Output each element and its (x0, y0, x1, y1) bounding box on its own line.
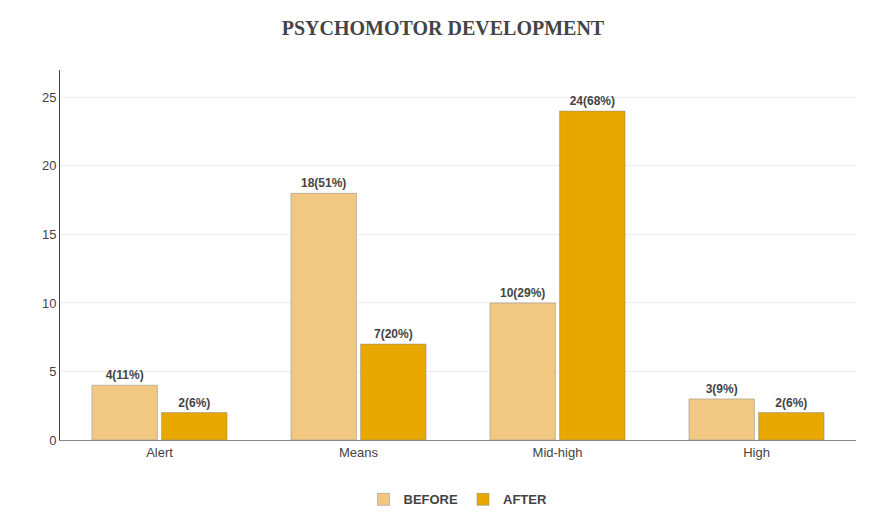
svg-text:24(68%): 24(68%) (570, 94, 615, 108)
svg-text:20: 20 (42, 158, 56, 173)
svg-text:Alert: Alert (146, 445, 173, 460)
svg-text:3(9%): 3(9%) (706, 382, 738, 396)
svg-text:2(6%): 2(6%) (775, 396, 807, 410)
svg-text:7(20%): 7(20%) (374, 327, 413, 341)
svg-text:4(11%): 4(11%) (106, 368, 144, 382)
svg-text:2(6%): 2(6%) (178, 396, 210, 410)
svg-text:Means: Means (339, 445, 379, 460)
svg-text:PSYCHOMOTOR DEVELOPMENT: PSYCHOMOTOR DEVELOPMENT (282, 17, 605, 39)
svg-text:BEFORE: BEFORE (404, 492, 459, 507)
svg-text:0: 0 (49, 433, 56, 448)
svg-text:25: 25 (42, 90, 56, 105)
svg-text:15: 15 (42, 227, 56, 242)
svg-text:Mid-high: Mid-high (533, 445, 583, 460)
svg-text:AFTER: AFTER (503, 492, 547, 507)
svg-text:18(51%): 18(51%) (301, 176, 346, 190)
svg-text:10(29%): 10(29%) (500, 286, 545, 300)
svg-text:High: High (743, 445, 770, 460)
svg-text:10: 10 (42, 296, 56, 311)
svg-text:5: 5 (49, 364, 56, 379)
